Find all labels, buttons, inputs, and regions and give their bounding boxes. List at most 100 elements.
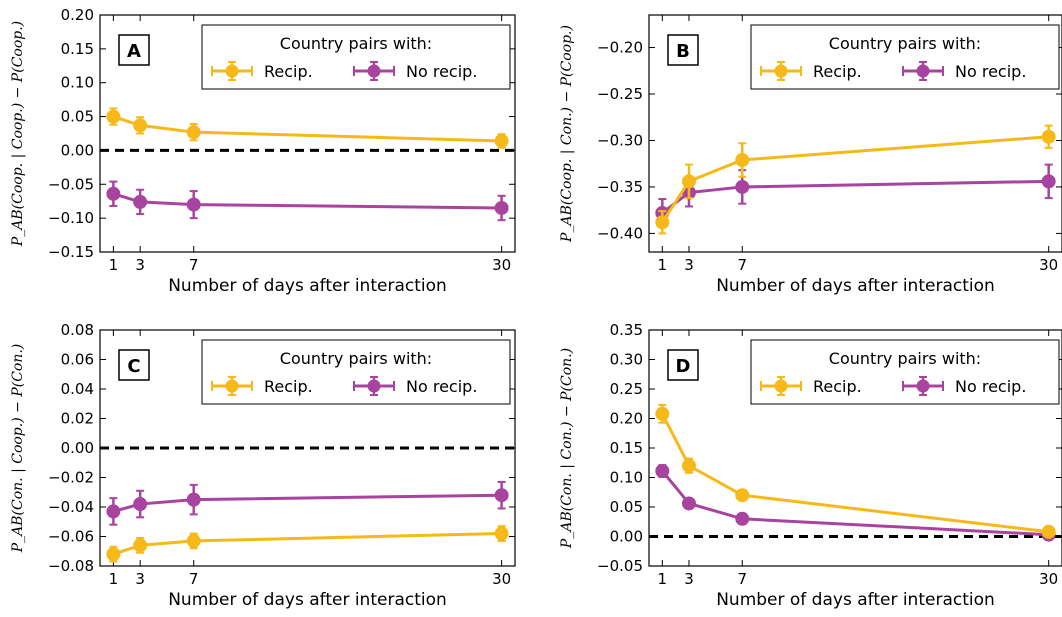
y-axis-label: P_AB(Coop. | Coop.) − P(Coop.) bbox=[10, 21, 26, 247]
x-axis-label: Number of days after interaction bbox=[168, 276, 447, 296]
x-axis-label: Number of days after interaction bbox=[168, 590, 447, 610]
data-point-norecip bbox=[133, 194, 148, 209]
axes-frame bbox=[648, 329, 1062, 567]
panel-d: −0.05 0.00 0.05 0.10 0.15 0.20 0.25 0.30 0.35 1 3 7… bbox=[559, 321, 1062, 610]
y-tick-label: −0.15 bbox=[48, 243, 94, 261]
legend-marker-recip bbox=[774, 379, 788, 393]
legend-label-norecip: No recip. bbox=[955, 62, 1026, 81]
legend-box bbox=[750, 24, 1060, 90]
y-tick-label: −0.06 bbox=[48, 528, 94, 546]
data-point-recip bbox=[681, 458, 696, 473]
y-tick-label: −0.25 bbox=[597, 85, 643, 103]
legend-box bbox=[201, 339, 511, 405]
series-line-recip bbox=[660, 413, 1049, 534]
legend-label-norecip: No recip. bbox=[406, 62, 477, 81]
y-tick-label: 0.20 bbox=[610, 410, 643, 428]
y-tick-label: −0.08 bbox=[48, 557, 94, 575]
x-tick-label: 1 bbox=[109, 256, 119, 274]
axes-frame bbox=[648, 14, 1062, 253]
y-tick-label: 0.30 bbox=[610, 351, 643, 369]
data-point-recip bbox=[681, 174, 696, 189]
panel-letter-box bbox=[667, 34, 699, 66]
legend-box bbox=[201, 24, 511, 90]
panel-a: −0.15 −0.10 −0.05 0.00 0.05 0.10 0.15 0.20 1 3 7 30… bbox=[10, 6, 516, 296]
legend-marker-norecip bbox=[916, 64, 930, 78]
panel-c: −0.08 −0.06 −0.04 −0.02 0.00 0.02 0.04 0.06 0.08… bbox=[10, 321, 516, 610]
data-point-norecip bbox=[655, 464, 670, 479]
legend-title: Country pairs with: bbox=[829, 349, 981, 368]
y-tick-label: 0.15 bbox=[61, 40, 94, 58]
legend-marker-recip bbox=[225, 64, 239, 78]
legend-label-recip: Recip. bbox=[264, 377, 313, 396]
y-tick-label: 0.02 bbox=[61, 410, 94, 428]
y-tick-label: 0.05 bbox=[61, 108, 94, 126]
legend-label-recip: Recip. bbox=[264, 62, 313, 81]
y-tick-label: −0.30 bbox=[597, 131, 643, 149]
x-tick-label: 3 bbox=[684, 256, 694, 274]
legend-marker-recip bbox=[225, 379, 239, 393]
y-tick-label: −0.05 bbox=[48, 175, 94, 193]
legend: Country pairs with: Recip. No recip. bbox=[750, 339, 1060, 405]
x-tick-label: 30 bbox=[1039, 570, 1058, 588]
x-tick-label: 1 bbox=[658, 256, 668, 274]
x-tick-label: 3 bbox=[684, 570, 694, 588]
data-point-recip bbox=[133, 118, 148, 133]
y-tick-label: −0.10 bbox=[48, 209, 94, 227]
data-point-norecip bbox=[186, 197, 201, 212]
data-point-recip bbox=[1041, 524, 1056, 539]
data-point-recip bbox=[655, 406, 670, 421]
y-axis-label: P_AB(Con. | Coop.) − P(Con.) bbox=[10, 344, 26, 554]
data-point-norecip bbox=[494, 200, 509, 215]
legend-marker-norecip bbox=[916, 379, 930, 393]
y-tick-label: −0.40 bbox=[597, 224, 643, 242]
y-tick-label: 0.08 bbox=[61, 321, 94, 339]
series-line-norecip bbox=[661, 179, 1049, 215]
legend-label-recip: Recip. bbox=[813, 62, 862, 81]
y-tick-label: 0.25 bbox=[610, 380, 643, 398]
x-tick-label: 3 bbox=[135, 256, 145, 274]
legend-title: Country pairs with: bbox=[280, 34, 432, 53]
data-point-norecip bbox=[186, 492, 201, 507]
y-tick-label: 0.04 bbox=[61, 380, 94, 398]
legend-label-norecip: No recip. bbox=[406, 377, 477, 396]
y-tick-label: 0.10 bbox=[610, 469, 643, 487]
data-point-recip bbox=[494, 526, 509, 541]
y-tick-label: −0.02 bbox=[48, 469, 94, 487]
legend-marker-recip bbox=[774, 64, 788, 78]
y-tick-label: −0.04 bbox=[48, 498, 94, 516]
panel-b: −0.40 −0.35 −0.30 −0.25 −0.20 1 3 7 30 Number of … bbox=[559, 14, 1062, 296]
legend-label-recip: Recip. bbox=[813, 377, 862, 396]
data-point-recip bbox=[494, 133, 509, 148]
legend-marker-norecip bbox=[367, 379, 381, 393]
y-tick-label: 0.06 bbox=[61, 351, 94, 369]
x-tick-label: 1 bbox=[658, 570, 668, 588]
y-tick-label: 0.00 bbox=[610, 528, 643, 546]
data-point-recip bbox=[735, 488, 750, 503]
x-tick-label: 1 bbox=[109, 570, 119, 588]
series-line-recip bbox=[661, 135, 1049, 224]
data-point-norecip bbox=[133, 497, 148, 512]
y-tick-label: 0.35 bbox=[610, 321, 643, 339]
y-axis-label: P_AB(Con. | Con.) − P(Con.) bbox=[559, 348, 575, 549]
legend: Country pairs with: Recip. No recip. bbox=[750, 24, 1060, 90]
series-line-recip bbox=[112, 115, 502, 143]
data-point-norecip bbox=[1041, 174, 1056, 189]
y-tick-label: −0.35 bbox=[597, 178, 643, 196]
plot-area bbox=[655, 124, 1056, 235]
data-point-norecip bbox=[494, 488, 509, 503]
x-tick-label: 7 bbox=[737, 256, 747, 274]
series-line-norecip bbox=[112, 493, 502, 513]
panel-letter: C bbox=[127, 356, 140, 377]
data-point-norecip bbox=[735, 179, 750, 194]
y-tick-label: 0.05 bbox=[610, 498, 643, 516]
y-tick-label: −0.05 bbox=[597, 557, 643, 575]
data-point-recip bbox=[186, 533, 201, 548]
plot-area bbox=[100, 107, 515, 222]
x-tick-label: 7 bbox=[189, 570, 199, 588]
legend-label-norecip: No recip. bbox=[955, 377, 1026, 396]
x-axis-label: Number of days after interaction bbox=[716, 590, 995, 610]
plot-area bbox=[649, 403, 1062, 542]
axes-frame bbox=[99, 329, 516, 567]
legend-marker-norecip bbox=[367, 64, 381, 78]
